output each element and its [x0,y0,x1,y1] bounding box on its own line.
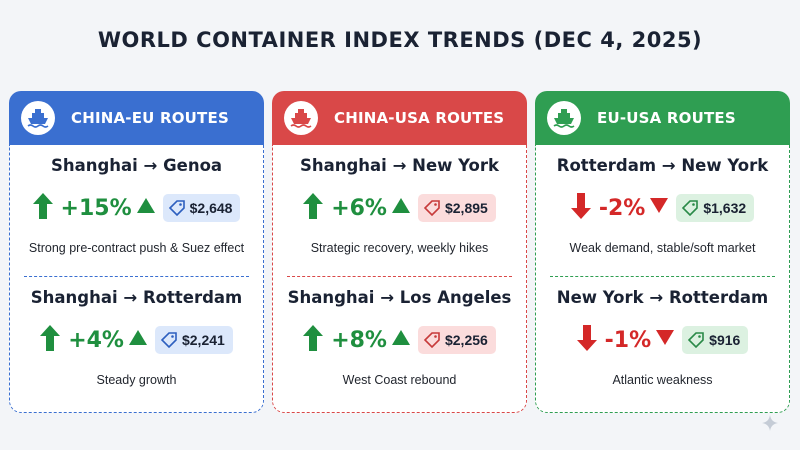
price-value: $2,241 [181,332,225,348]
card-header: CHINA-USA ROUTES [272,91,527,145]
price-tag-icon [423,200,440,216]
arrow-down-icon [576,324,597,356]
metric-row: +15% $2,648 [10,191,263,225]
price-value: $2,895 [444,200,488,216]
change-value: +15% [60,195,132,221]
change-value: -1% [604,327,652,353]
change-value: +8% [331,327,387,353]
card-title: CHINA-USA ROUTES [334,109,505,127]
card-title: CHINA-EU ROUTES [71,109,229,127]
card-china-usa: CHINA-USA ROUTES Shanghai → New York +6%… [272,91,527,413]
price-tag-icon [168,200,185,216]
price-badge: $916 [682,326,749,354]
metric-row: +8% $2,256 [273,323,526,357]
price-badge: $2,648 [162,194,241,222]
card-eu-usa: EU-USA ROUTES Rotterdam → New York -2% $… [535,91,790,413]
arrow-up-icon [40,324,61,356]
metric-row: -2% $1,632 [536,191,789,225]
route-note: Steady growth [96,373,177,387]
price-badge: $2,895 [417,194,496,222]
card-header: CHINA-EU ROUTES [9,91,264,145]
triangle-up-icon [391,330,410,350]
price-value: $1,632 [703,200,747,216]
arrow-up-icon [303,192,324,224]
metric-row: +6% $2,895 [273,191,526,225]
arrow-up-icon [32,192,53,224]
route-note: Weak demand, stable/soft market [569,241,756,255]
route-shanghai-los-angeles: Shanghai → Los Angeles +8% $2,256 West C… [273,277,526,407]
price-tag-icon [682,200,699,216]
card-title: EU-USA ROUTES [597,109,736,127]
card-header: EU-USA ROUTES [535,91,790,145]
route-note: Atlantic weakness [612,373,713,387]
route-name: Rotterdam → New York [556,156,769,175]
route-shanghai-new-york: Shanghai → New York +6% $2,895 Strategic… [273,145,526,275]
card-body: Rotterdam → New York -2% $1,632 Weak dem… [535,145,790,413]
price-value: $2,256 [444,332,488,348]
price-tag-icon [160,332,177,348]
card-china-eu: CHINA-EU ROUTES Shanghai → Genoa +15% $2… [9,91,264,413]
ship-icon [284,101,318,135]
change-value: +4% [68,327,124,353]
sparkle-icon [762,415,778,436]
price-value: $2,648 [189,200,233,216]
route-shanghai-rotterdam: Shanghai → Rotterdam +4% $2,241 Steady g… [10,277,263,407]
metric-row: +4% $2,241 [10,323,263,357]
route-name: Shanghai → New York [299,156,500,175]
ship-icon [21,101,55,135]
route-name: Shanghai → Rotterdam [30,288,243,307]
price-badge: $2,256 [417,326,496,354]
price-tag-icon [688,332,704,348]
divider [287,276,512,277]
arrow-up-icon [303,324,324,356]
metric-row: -1% $916 [536,323,789,357]
page-title: WORLD CONTAINER INDEX TRENDS (DEC 4, 202… [97,28,703,52]
ship-icon [547,101,581,135]
route-new-york-rotterdam: New York → Rotterdam -1% $916 Atlantic w… [536,277,789,407]
route-name: New York → Rotterdam [556,288,769,307]
arrow-down-icon [570,192,591,224]
divider [24,276,249,277]
price-value: $916 [709,332,741,348]
route-name: Shanghai → Genoa [50,156,223,175]
card-body: Shanghai → Genoa +15% $2,648 Strong pre-… [9,145,264,413]
route-note: Strategic recovery, weekly hikes [310,241,489,255]
price-tag-icon [423,332,440,348]
change-value: -2% [598,195,646,221]
price-badge: $2,241 [154,326,233,354]
route-name: Shanghai → Los Angeles [287,288,512,307]
route-shanghai-genoa: Shanghai → Genoa +15% $2,648 Strong pre-… [10,145,263,275]
card-body: Shanghai → New York +6% $2,895 Strategic… [272,145,527,413]
divider [550,276,775,277]
route-rotterdam-new-york: Rotterdam → New York -2% $1,632 Weak dem… [536,145,789,275]
triangle-up-icon [136,198,155,218]
price-badge: $1,632 [676,194,755,222]
route-note: West Coast rebound [342,373,457,387]
triangle-up-icon [128,330,147,350]
change-value: +6% [331,195,387,221]
route-note: Strong pre-contract push & Suez effect [28,241,245,255]
triangle-down-icon [656,330,675,350]
triangle-down-icon [650,198,669,218]
triangle-up-icon [391,198,410,218]
